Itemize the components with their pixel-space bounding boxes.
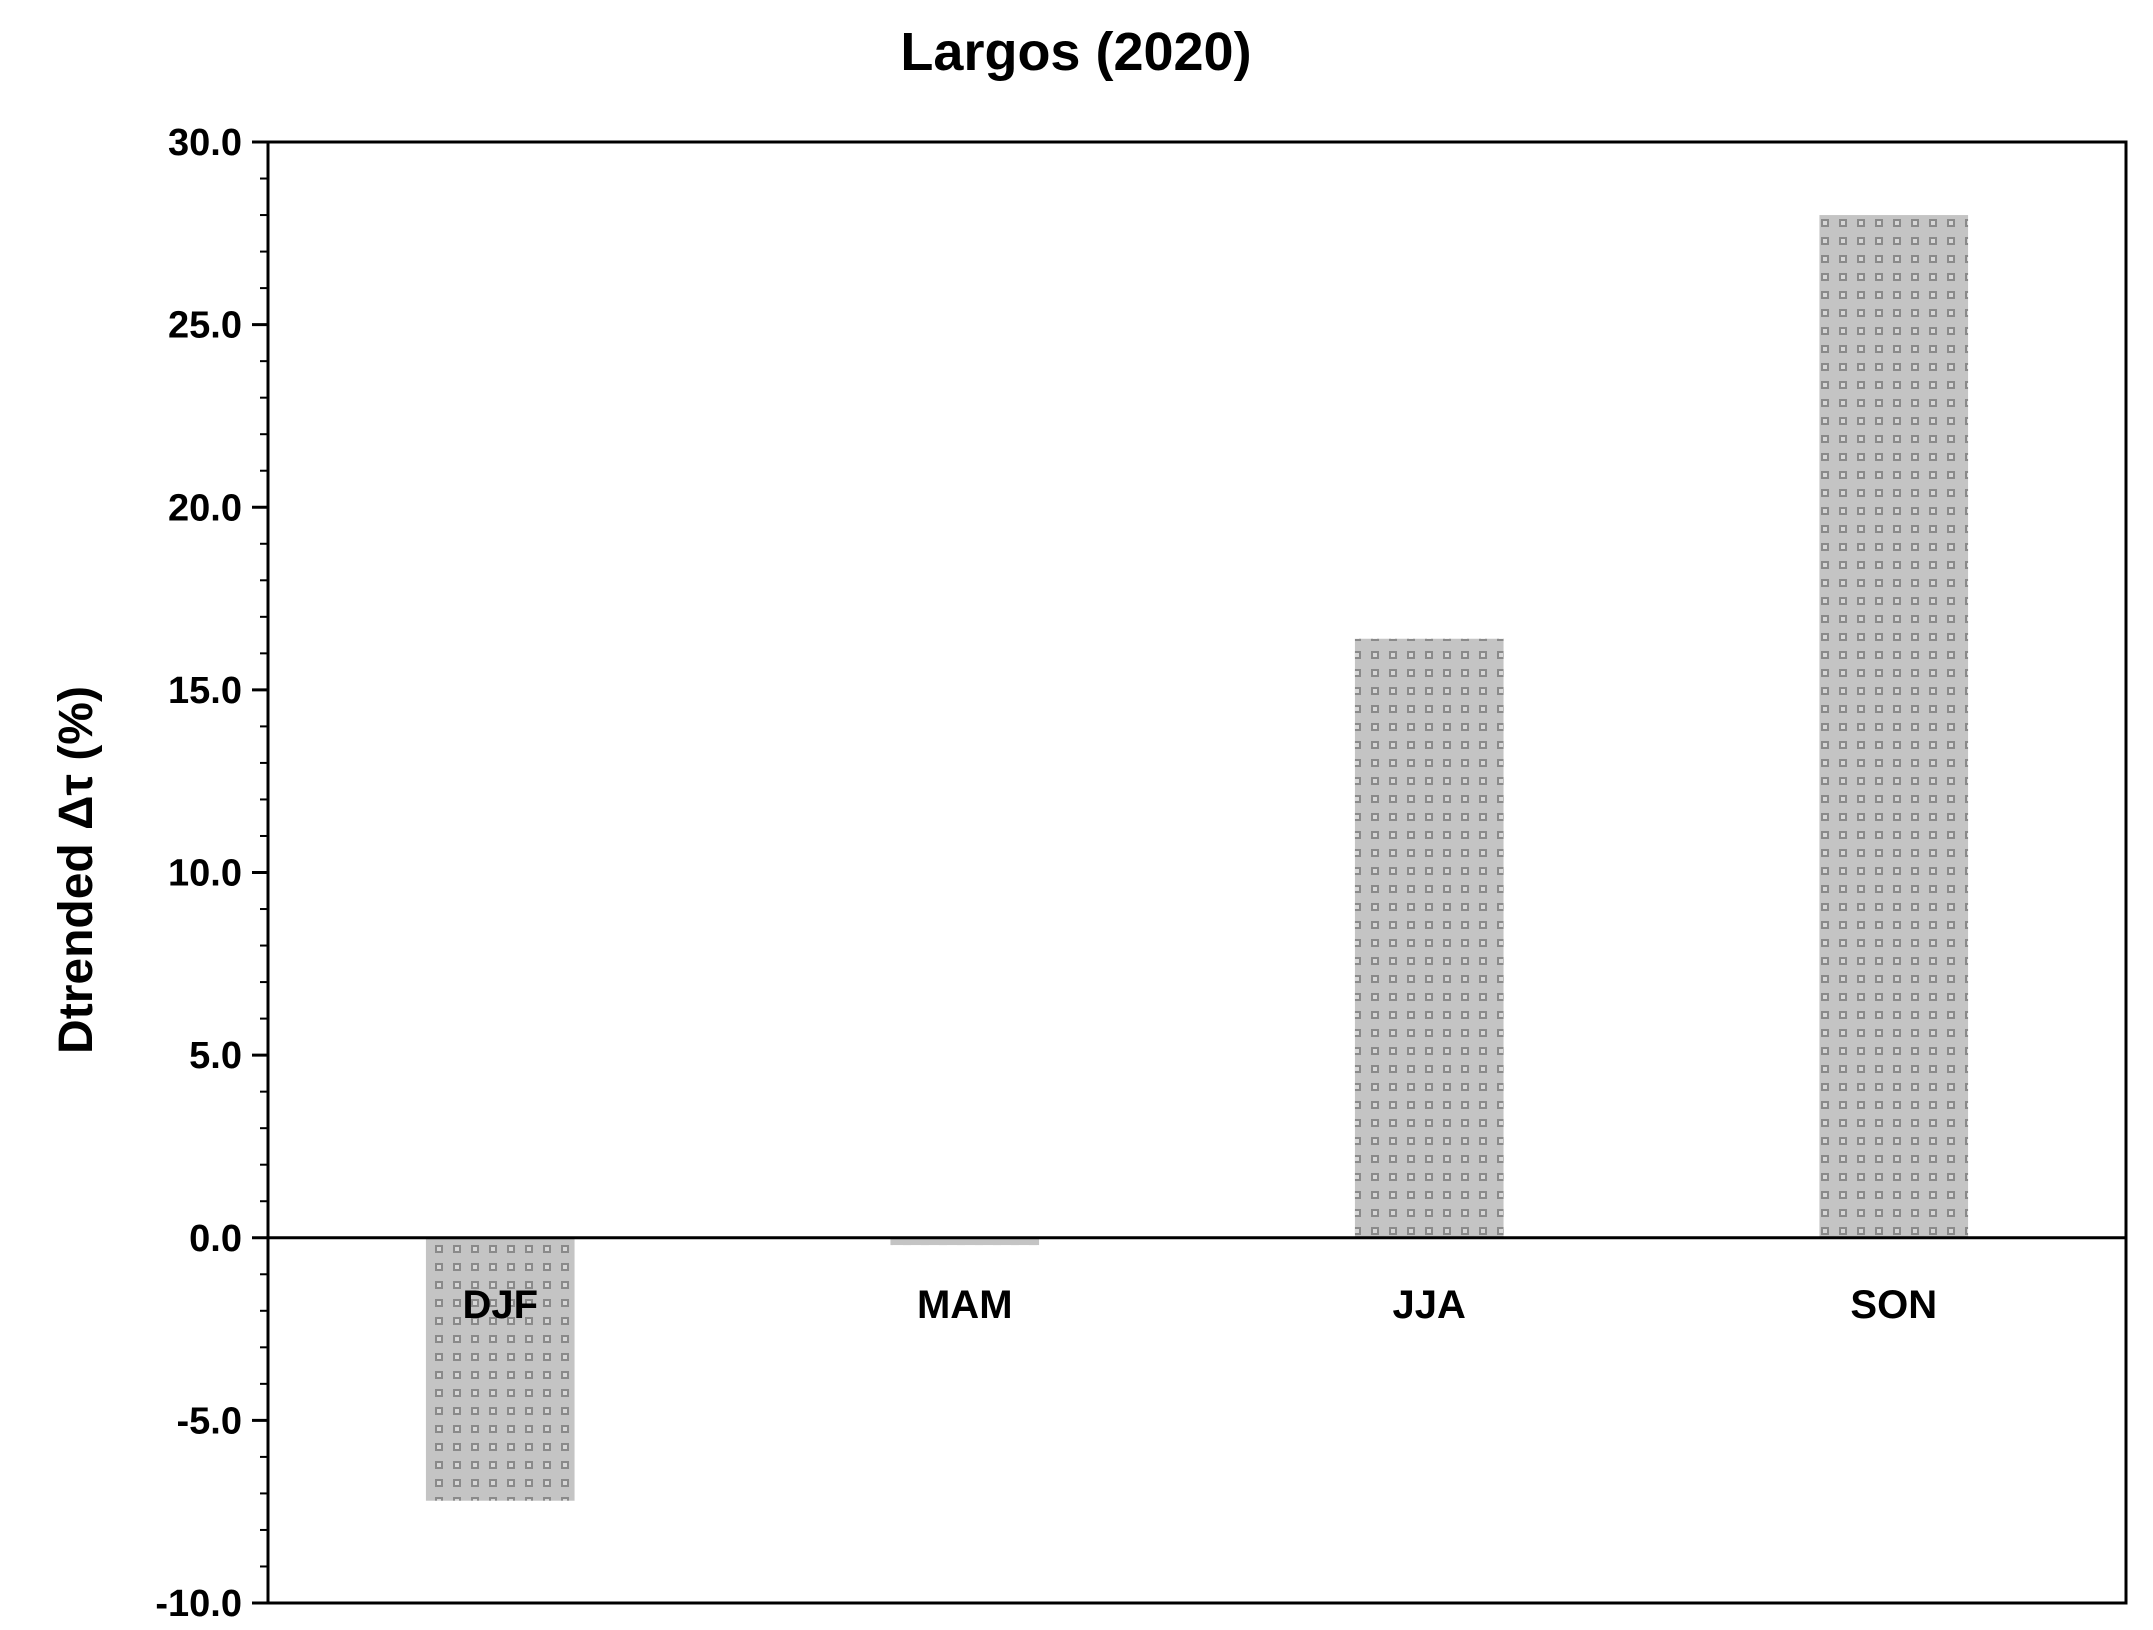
category-label-mam: MAM <box>917 1283 1013 1327</box>
plot-area: 30.0 25.0 20.0 15.0 10.0 5.0 0.0 -5.0 -10.0 DJF MA… <box>155 122 2128 1625</box>
y-tick-label: -10.0 <box>155 1583 242 1625</box>
y-tick-label: 0.0 <box>189 1218 242 1260</box>
category-label-jja: JJA <box>1393 1283 1466 1327</box>
y-tick-label: 25.0 <box>168 305 242 347</box>
chart-title: Largos (2020) <box>900 22 1251 82</box>
y-tick-label: 15.0 <box>168 670 242 712</box>
y-tick-label: 30.0 <box>168 122 242 164</box>
y-axis-title: Dtrended Δτ (%) <box>50 686 103 1054</box>
category-label-son: SON <box>1850 1283 1937 1327</box>
y-tick-label: 5.0 <box>189 1035 242 1077</box>
category-label-djf: DJF <box>462 1283 538 1327</box>
y-tick-label: 10.0 <box>168 853 242 895</box>
y-tick-label: 20.0 <box>168 487 242 529</box>
bar-djf <box>425 1237 575 1501</box>
y-tick-label: -5.0 <box>177 1400 242 1442</box>
bar-mam <box>890 1237 1040 1246</box>
bar-son <box>1819 215 1969 1238</box>
bar-jja <box>1354 638 1504 1238</box>
